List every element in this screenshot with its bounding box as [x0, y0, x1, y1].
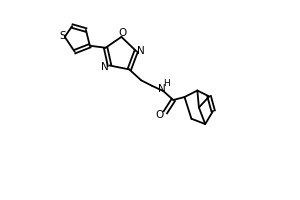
Text: O: O: [155, 110, 164, 120]
Text: N: N: [101, 62, 109, 72]
Text: N: N: [158, 84, 166, 94]
Text: S: S: [59, 31, 66, 41]
Text: H: H: [164, 79, 170, 88]
Text: O: O: [119, 28, 127, 38]
Text: N: N: [137, 46, 144, 56]
